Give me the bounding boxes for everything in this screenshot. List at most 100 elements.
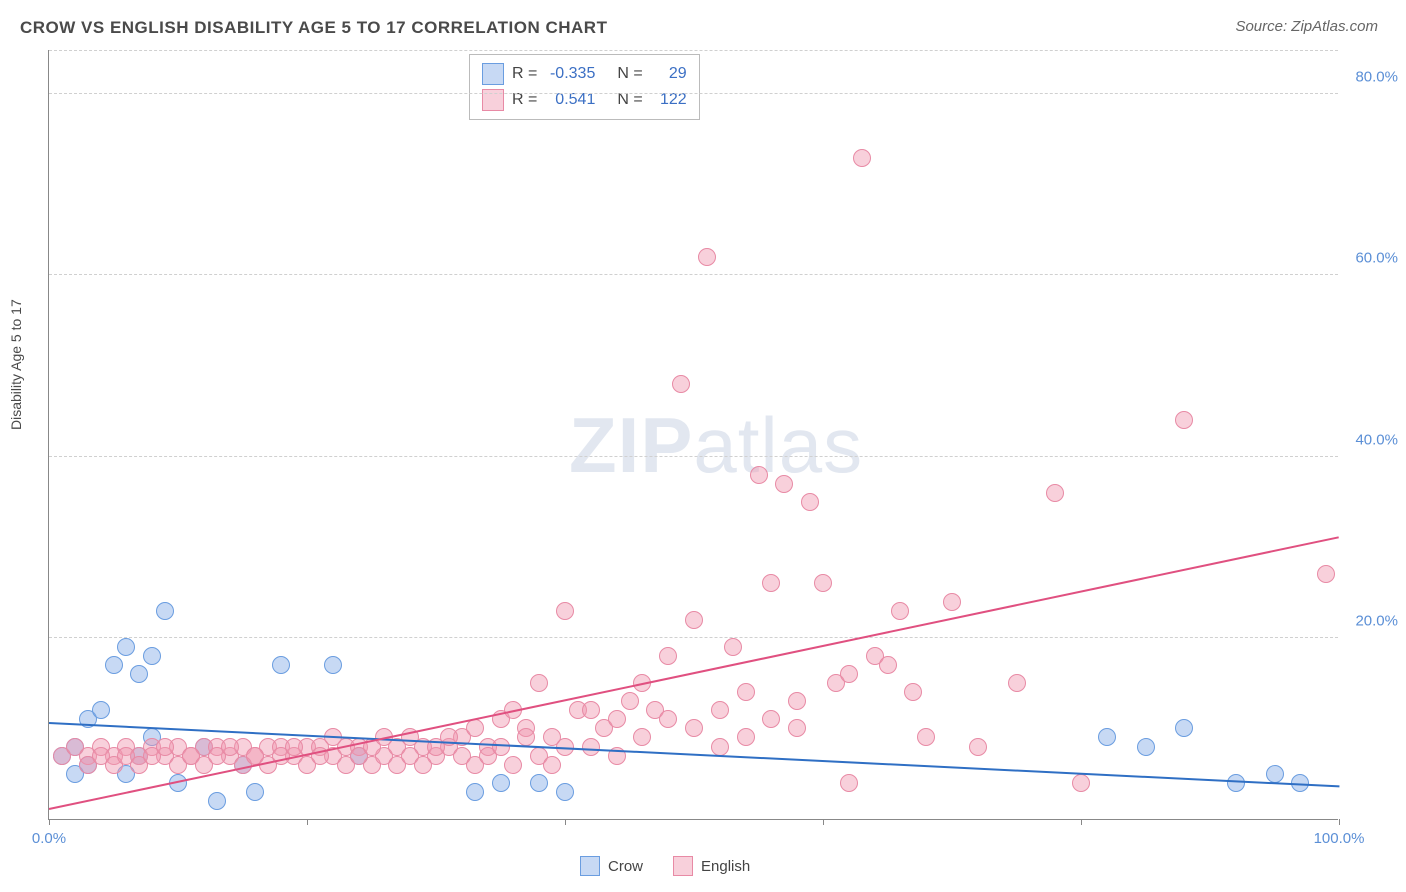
scatter-point [1098, 728, 1116, 746]
scatter-point [1072, 774, 1090, 792]
scatter-point [943, 593, 961, 611]
scatter-point [633, 728, 651, 746]
series-legend: Crow English [580, 856, 750, 876]
scatter-point [92, 701, 110, 719]
scatter-point [801, 493, 819, 511]
scatter-point [221, 738, 239, 756]
legend-swatch [482, 63, 504, 85]
scatter-point [1046, 484, 1064, 502]
legend-series-label: Crow [608, 858, 643, 875]
legend-row: R =0.541N =122 [482, 87, 687, 113]
scatter-point [1317, 565, 1335, 583]
scatter-point [504, 756, 522, 774]
x-tick [1081, 819, 1082, 825]
scatter-point [762, 574, 780, 592]
scatter-plot-area: ZIPatlas R =-0.335N =29R =0.541N =122 20… [48, 50, 1338, 820]
x-tick [49, 819, 50, 825]
source-attribution: Source: ZipAtlas.com [1235, 18, 1378, 35]
scatter-point [853, 149, 871, 167]
scatter-point [659, 647, 677, 665]
legend-r-value: -0.335 [545, 65, 595, 83]
scatter-point [608, 710, 626, 728]
scatter-point [246, 783, 264, 801]
scatter-point [788, 719, 806, 737]
chart-title: CROW VS ENGLISH DISABILITY AGE 5 TO 17 C… [20, 18, 607, 38]
scatter-point [840, 665, 858, 683]
legend-row: R =-0.335N =29 [482, 61, 687, 87]
scatter-point [530, 674, 548, 692]
stats-legend: R =-0.335N =29R =0.541N =122 [469, 54, 700, 120]
scatter-point [285, 738, 303, 756]
scatter-point [969, 738, 987, 756]
scatter-point [1008, 674, 1026, 692]
scatter-point [556, 602, 574, 620]
gridline [49, 274, 1338, 275]
legend-n-value: 29 [651, 65, 687, 83]
scatter-point [1175, 411, 1193, 429]
y-axis-label: Disability Age 5 to 17 [8, 299, 24, 430]
y-tick-label: 80.0% [1343, 69, 1398, 86]
scatter-point [143, 647, 161, 665]
legend-item: Crow [580, 856, 643, 876]
y-tick-label: 40.0% [1343, 431, 1398, 448]
x-tick [565, 819, 566, 825]
scatter-point [750, 466, 768, 484]
scatter-point [324, 656, 342, 674]
legend-swatch [580, 856, 600, 876]
gridline [49, 93, 1338, 94]
trend-line [49, 536, 1339, 810]
legend-series-label: English [701, 858, 750, 875]
scatter-point [711, 701, 729, 719]
scatter-point [517, 728, 535, 746]
scatter-point [414, 756, 432, 774]
x-tick [823, 819, 824, 825]
legend-item: English [673, 856, 750, 876]
scatter-point [724, 638, 742, 656]
scatter-point [492, 774, 510, 792]
scatter-point [672, 375, 690, 393]
scatter-point [685, 611, 703, 629]
scatter-point [814, 574, 832, 592]
scatter-point [530, 774, 548, 792]
scatter-point [208, 792, 226, 810]
x-tick-label: 0.0% [32, 830, 66, 847]
scatter-point [698, 248, 716, 266]
scatter-point [582, 701, 600, 719]
scatter-point [891, 602, 909, 620]
scatter-point [156, 602, 174, 620]
scatter-point [1137, 738, 1155, 756]
x-tick [1339, 819, 1340, 825]
scatter-point [1227, 774, 1245, 792]
scatter-point [904, 683, 922, 701]
scatter-point [788, 692, 806, 710]
scatter-point [466, 719, 484, 737]
scatter-point [1266, 765, 1284, 783]
scatter-point [659, 710, 677, 728]
scatter-point [711, 738, 729, 756]
gridline [49, 50, 1338, 51]
y-tick-label: 60.0% [1343, 250, 1398, 267]
scatter-point [543, 756, 561, 774]
scatter-point [582, 738, 600, 756]
scatter-point [685, 719, 703, 737]
scatter-point [917, 728, 935, 746]
gridline [49, 456, 1338, 457]
gridline [49, 637, 1338, 638]
scatter-point [879, 656, 897, 674]
scatter-point [117, 638, 135, 656]
legend-swatch [482, 89, 504, 111]
x-tick [307, 819, 308, 825]
scatter-point [737, 683, 755, 701]
scatter-point [775, 475, 793, 493]
scatter-point [130, 665, 148, 683]
scatter-point [621, 692, 639, 710]
watermark: ZIPatlas [569, 400, 863, 491]
legend-n-label: N = [617, 65, 642, 83]
legend-swatch [673, 856, 693, 876]
scatter-point [156, 738, 174, 756]
y-tick-label: 20.0% [1343, 612, 1398, 629]
scatter-point [737, 728, 755, 746]
scatter-point [466, 783, 484, 801]
scatter-point [762, 710, 780, 728]
scatter-point [272, 656, 290, 674]
